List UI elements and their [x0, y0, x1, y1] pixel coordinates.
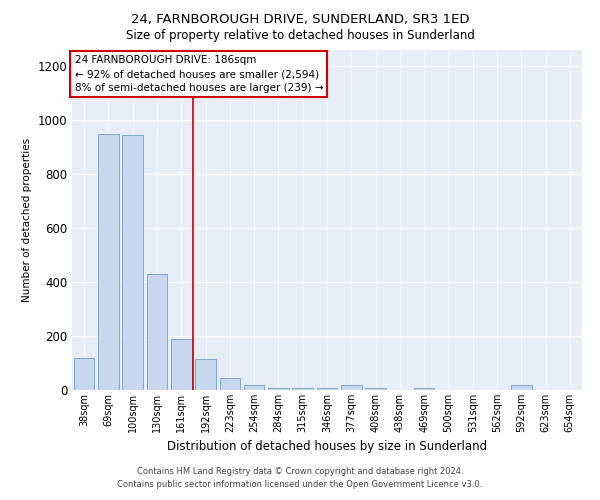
Text: 24 FARNBOROUGH DRIVE: 186sqm
← 92% of detached houses are smaller (2,594)
8% of : 24 FARNBOROUGH DRIVE: 186sqm ← 92% of de… [74, 55, 323, 93]
Bar [292, 388, 313, 390]
Text: Contains HM Land Registry data © Crown copyright and database right 2024.
Contai: Contains HM Land Registry data © Crown c… [118, 468, 482, 489]
Bar [171, 338, 191, 390]
Bar [511, 385, 532, 390]
Bar [341, 385, 362, 390]
Bar [74, 358, 94, 390]
Text: 24, FARNBOROUGH DRIVE, SUNDERLAND, SR3 1ED: 24, FARNBOROUGH DRIVE, SUNDERLAND, SR3 1… [131, 12, 469, 26]
Bar [146, 274, 167, 390]
Bar [268, 388, 289, 390]
Y-axis label: Number of detached properties: Number of detached properties [22, 138, 32, 302]
Bar [195, 359, 216, 390]
Bar [220, 378, 240, 390]
Bar [414, 388, 434, 390]
Bar [98, 134, 119, 390]
Bar [365, 388, 386, 390]
Text: Size of property relative to detached houses in Sunderland: Size of property relative to detached ho… [125, 29, 475, 42]
Bar [317, 388, 337, 390]
Bar [122, 135, 143, 390]
X-axis label: Distribution of detached houses by size in Sunderland: Distribution of detached houses by size … [167, 440, 487, 454]
Bar [244, 385, 265, 390]
